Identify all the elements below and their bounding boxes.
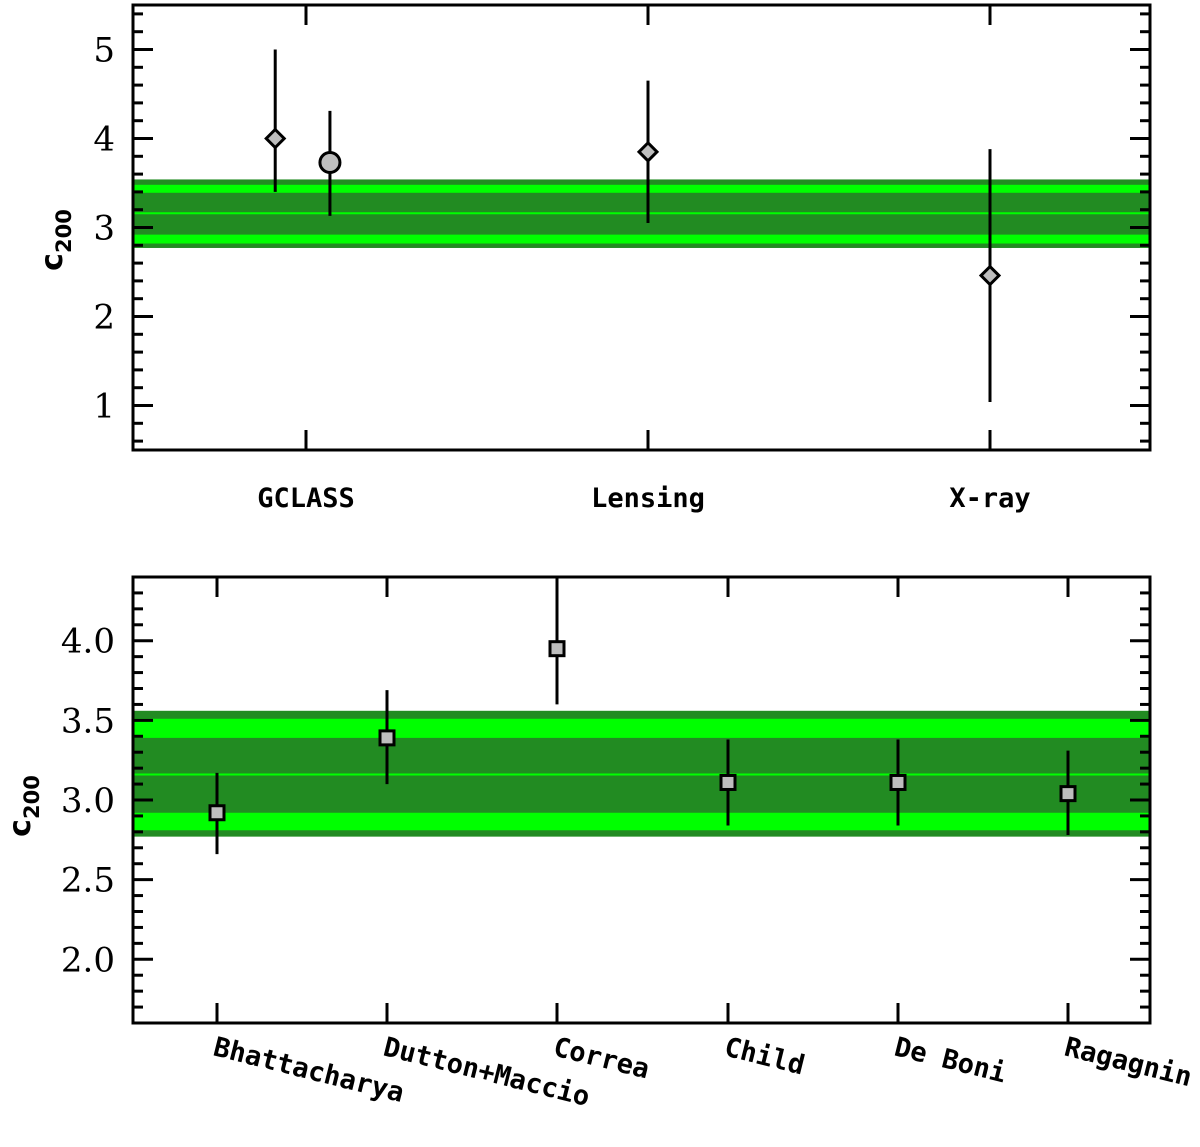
y-axis-label: c200 [35,209,76,271]
x-category-label: Child [721,1032,807,1082]
data-point-diamond [978,264,1002,287]
x-category-label: Ragagnin [1061,1032,1195,1094]
y-axis-label-sub: 200 [52,209,76,253]
y-axis-label-base: c [35,253,70,271]
y-tick-label: 5 [93,31,115,71]
y-tick-label: 4 [93,120,115,160]
y-tick-label: 2 [93,298,115,338]
x-category-label: X-ray [949,483,1030,514]
y-axis-label: c200 [3,775,44,837]
x-category-label: De Boni [891,1032,1009,1090]
data-point-square [378,729,396,747]
data-point-circle [318,151,342,175]
x-category-label: GCLASS [257,483,355,514]
x-category-label: Bhattacharya [210,1032,407,1109]
y-tick-label: 3.5 [61,701,115,741]
y-axis-label-sub: 200 [20,775,44,819]
y-tick-label: 3.0 [61,781,115,821]
y-tick-label: 2.0 [61,940,115,980]
data-point-square [889,773,907,791]
data-point-square [548,640,566,658]
data-point-diamond [264,127,287,150]
data-point-square [719,773,737,791]
chart-panel-2: 2.02.53.03.54.0BhattacharyaDutton+Maccio… [3,575,1195,1113]
data-point-square [1059,785,1077,803]
y-axis-label-base: c [3,819,38,837]
data-point-square [208,804,226,822]
y-tick-label: 1 [93,387,115,427]
data-point-diamond [636,140,660,163]
y-tick-label: 3 [93,209,115,249]
x-category-label: Lensing [591,483,705,514]
y-tick-label: 4.0 [61,622,115,662]
y-tick-label: 2.5 [61,861,115,901]
chart-panel-1: 1 2 3 4 5 GCLASS Lensing X-ray c200 [35,3,1152,514]
